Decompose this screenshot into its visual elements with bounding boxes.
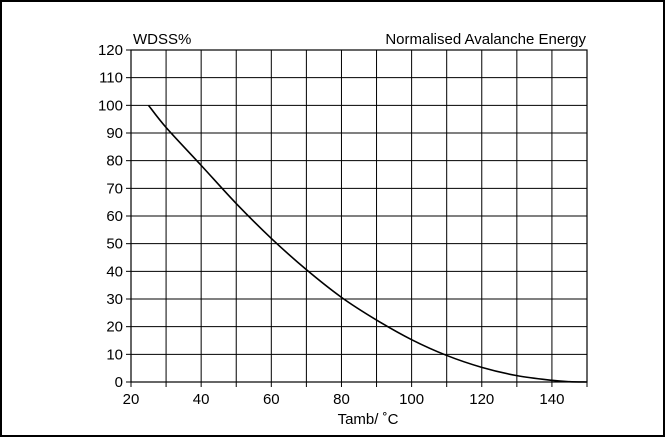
y-tick-label: 100 bbox=[98, 97, 123, 114]
y-tick-label: 50 bbox=[106, 236, 123, 253]
x-axis-tick-labels: 20 40 60 80 100 120 140 bbox=[123, 391, 565, 408]
x-tick-label: 140 bbox=[539, 391, 564, 408]
y-tick-label: 110 bbox=[99, 70, 123, 87]
y-axis-tick-labels: 0 10 20 30 40 50 60 70 80 90 100 110 120 bbox=[98, 42, 123, 391]
x-tick-label: 100 bbox=[399, 391, 424, 408]
y-tick-label: 80 bbox=[106, 153, 123, 170]
y-tick-label: 120 bbox=[98, 42, 123, 59]
y-tick-label: 30 bbox=[106, 291, 123, 308]
x-tick-label: 60 bbox=[263, 391, 280, 408]
chart-title: Normalised Avalanche Energy bbox=[385, 31, 586, 48]
y-tick-label: 20 bbox=[106, 319, 123, 336]
axis-ticks bbox=[126, 49, 588, 387]
y-tick-label: 70 bbox=[106, 180, 123, 197]
series-line bbox=[147, 104, 588, 383]
x-tick-label: 80 bbox=[333, 391, 350, 408]
x-tick-label: 20 bbox=[123, 391, 140, 408]
y-tick-label: 10 bbox=[106, 346, 123, 363]
x-axis-label: Tamb/ ˚C bbox=[338, 411, 399, 428]
x-tick-label: 40 bbox=[193, 391, 210, 408]
y-tick-label: 40 bbox=[106, 263, 123, 280]
y-tick-label: 90 bbox=[106, 125, 123, 142]
y-tick-label: 0 bbox=[115, 374, 123, 391]
x-tick-label: 120 bbox=[469, 391, 494, 408]
grid bbox=[131, 50, 587, 382]
y-tick-label: 60 bbox=[106, 208, 123, 225]
y-axis-label: WDSS% bbox=[133, 31, 191, 48]
